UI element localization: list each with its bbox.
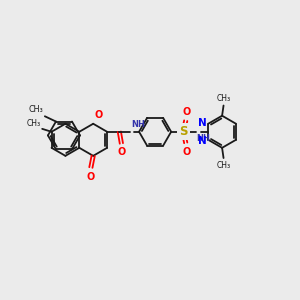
Text: O: O	[117, 147, 125, 157]
Text: NH: NH	[196, 134, 210, 143]
Text: O: O	[95, 110, 103, 120]
Text: NH: NH	[131, 120, 145, 129]
Text: O: O	[183, 107, 191, 117]
Text: CH₃: CH₃	[217, 161, 231, 170]
Text: N: N	[198, 136, 206, 146]
Text: CH₃: CH₃	[27, 119, 41, 128]
Text: CH₃: CH₃	[28, 105, 44, 114]
Text: N: N	[198, 118, 206, 128]
Text: S: S	[179, 125, 188, 138]
Text: O: O	[87, 172, 95, 182]
Text: CH₃: CH₃	[217, 94, 231, 103]
Text: O: O	[183, 147, 191, 157]
